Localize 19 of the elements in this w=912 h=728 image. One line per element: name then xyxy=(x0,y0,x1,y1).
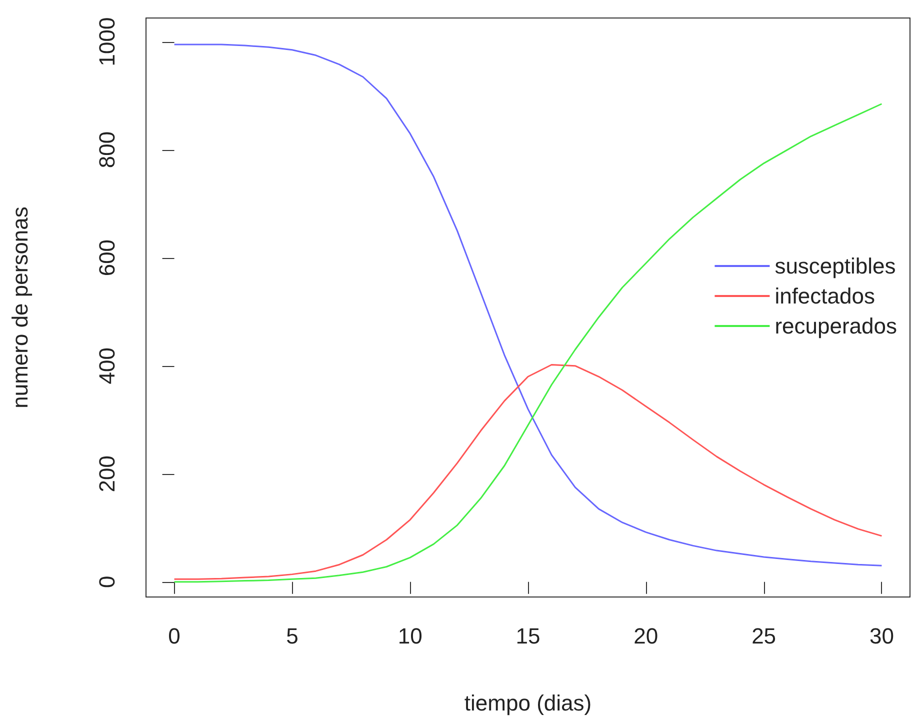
x-tick-label: 10 xyxy=(398,624,422,648)
y-tick-label: 200 xyxy=(94,455,120,492)
x-tick-label: 30 xyxy=(869,624,894,648)
y-axis-title: numero de personas xyxy=(8,206,32,408)
y-tick-label: 400 xyxy=(94,347,120,384)
y-tick-label: 600 xyxy=(94,239,120,276)
legend-label: susceptibles xyxy=(774,254,896,278)
x-tick-label: 0 xyxy=(168,624,180,648)
x-tick-label: 25 xyxy=(752,624,776,648)
x-tick-label: 20 xyxy=(634,624,658,648)
x-tick-label: 15 xyxy=(516,624,540,648)
x-axis-title: tiempo (dias) xyxy=(464,690,592,716)
legend-label: infectados xyxy=(774,284,875,308)
x-tick-label: 5 xyxy=(286,624,298,648)
legend-label: recuperados xyxy=(774,314,898,338)
y-tick-label: 1000 xyxy=(94,17,120,66)
y-tick-label: 800 xyxy=(94,131,120,168)
y-tick-label: 0 xyxy=(94,576,120,588)
line-series xyxy=(174,364,882,580)
